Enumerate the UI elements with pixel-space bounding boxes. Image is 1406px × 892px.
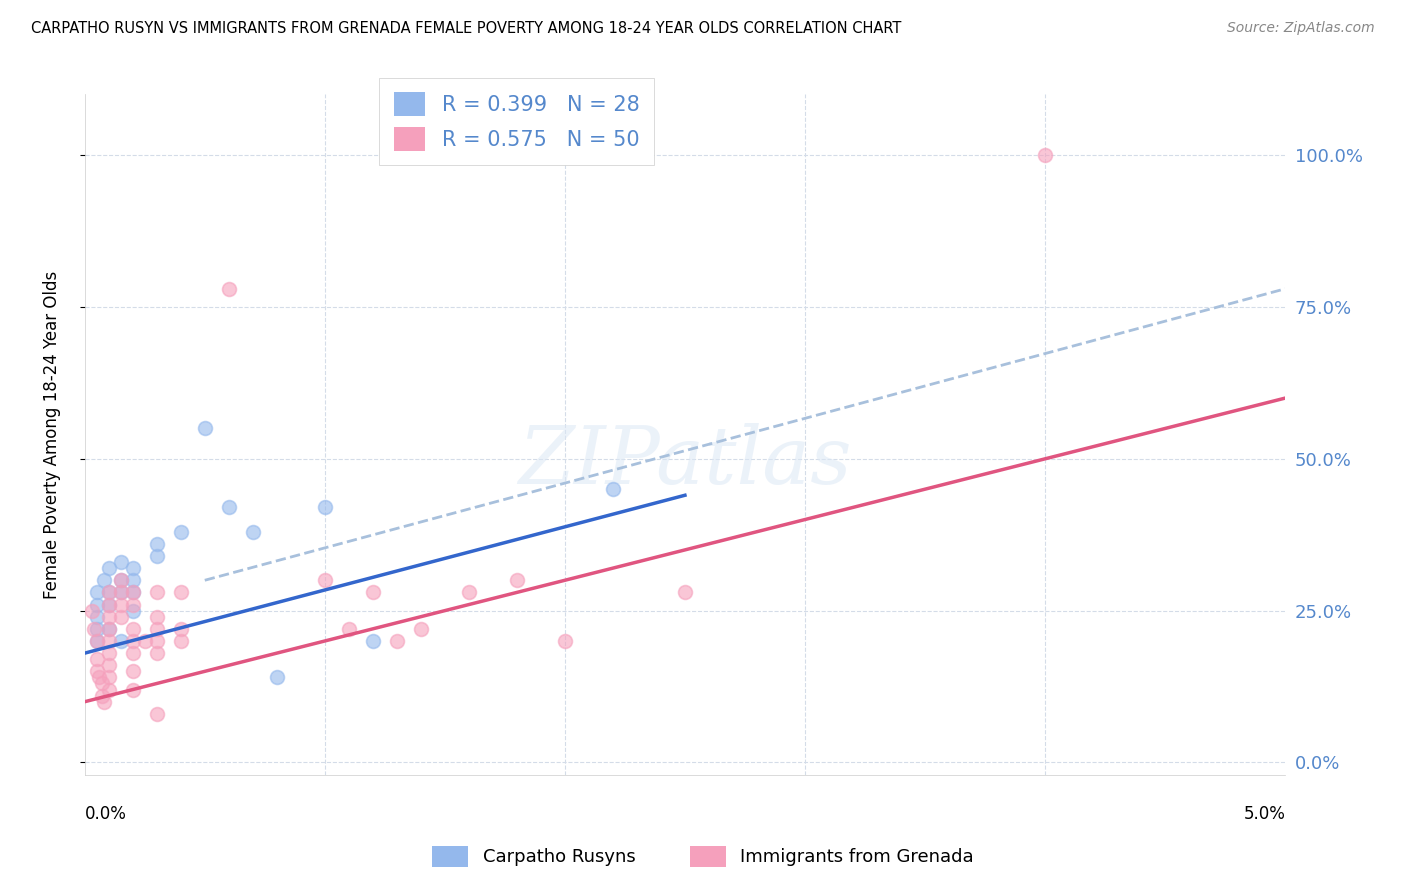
Point: [97, 646, 120, 660]
Point: [673, 585, 696, 599]
Point: [218, 500, 240, 515]
Point: [314, 500, 336, 515]
Point: [145, 706, 167, 721]
Text: CARPATHO RUSYN VS IMMIGRANTS FROM GRENADA FEMALE POVERTY AMONG 18-24 YEAR OLDS C: CARPATHO RUSYN VS IMMIGRANTS FROM GRENAD…: [31, 21, 901, 36]
Point: [97, 561, 120, 575]
Point: [337, 622, 360, 636]
Point: [145, 585, 167, 599]
Point: [361, 585, 384, 599]
Point: [409, 622, 432, 636]
Point: [90, 689, 112, 703]
Point: [457, 585, 479, 599]
Point: [218, 282, 240, 296]
Y-axis label: Female Poverty Among 18-24 Year Olds: Female Poverty Among 18-24 Year Olds: [44, 270, 60, 599]
Point: [121, 665, 143, 679]
Point: [110, 634, 132, 648]
Point: [121, 604, 143, 618]
Point: [97, 658, 120, 673]
Text: 5.0%: 5.0%: [1243, 805, 1285, 823]
Point: [145, 634, 167, 648]
Point: [170, 585, 193, 599]
Point: [86, 652, 108, 666]
Point: [121, 585, 143, 599]
Point: [93, 695, 115, 709]
Point: [134, 634, 156, 648]
Point: [110, 585, 132, 599]
Point: [145, 646, 167, 660]
Point: [121, 646, 143, 660]
Point: [97, 585, 120, 599]
Point: [121, 634, 143, 648]
Point: [385, 634, 408, 648]
Point: [110, 598, 132, 612]
Point: [361, 634, 384, 648]
Point: [121, 622, 143, 636]
Point: [110, 609, 132, 624]
Point: [242, 524, 264, 539]
Point: [145, 549, 167, 563]
Legend: R = 0.399   N = 28, R = 0.575   N = 50: R = 0.399 N = 28, R = 0.575 N = 50: [380, 78, 654, 165]
Point: [110, 585, 132, 599]
Point: [97, 598, 120, 612]
Text: ZIPatlas: ZIPatlas: [519, 423, 852, 500]
Point: [506, 574, 529, 588]
Point: [86, 585, 108, 599]
Point: [170, 524, 193, 539]
Point: [110, 574, 132, 588]
Point: [86, 634, 108, 648]
Legend: Carpatho Rusyns, Immigrants from Grenada: Carpatho Rusyns, Immigrants from Grenada: [423, 837, 983, 876]
Point: [314, 574, 336, 588]
Point: [110, 574, 132, 588]
Point: [86, 609, 108, 624]
Point: [266, 670, 288, 684]
Point: [89, 670, 111, 684]
Point: [97, 634, 120, 648]
Point: [170, 622, 193, 636]
Text: 0.0%: 0.0%: [84, 805, 127, 823]
Point: [121, 585, 143, 599]
Point: [145, 622, 167, 636]
Point: [97, 609, 120, 624]
Point: [90, 676, 112, 690]
Text: Source: ZipAtlas.com: Source: ZipAtlas.com: [1227, 21, 1375, 35]
Point: [170, 634, 193, 648]
Point: [602, 482, 624, 496]
Point: [97, 682, 120, 697]
Point: [83, 622, 105, 636]
Point: [97, 598, 120, 612]
Point: [121, 682, 143, 697]
Point: [93, 574, 115, 588]
Point: [86, 634, 108, 648]
Point: [554, 634, 576, 648]
Point: [194, 421, 217, 435]
Point: [86, 665, 108, 679]
Point: [145, 609, 167, 624]
Point: [97, 622, 120, 636]
Point: [1033, 148, 1056, 162]
Point: [121, 561, 143, 575]
Point: [110, 555, 132, 569]
Point: [145, 537, 167, 551]
Point: [86, 622, 108, 636]
Point: [86, 598, 108, 612]
Point: [121, 598, 143, 612]
Point: [80, 604, 103, 618]
Point: [97, 622, 120, 636]
Point: [97, 585, 120, 599]
Point: [121, 574, 143, 588]
Point: [97, 670, 120, 684]
